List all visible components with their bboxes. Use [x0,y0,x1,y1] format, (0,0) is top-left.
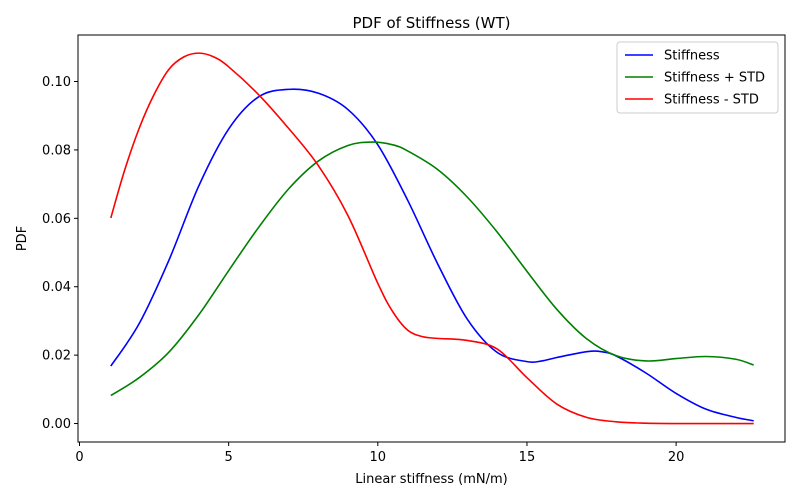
legend-label-3: Stiffness - STD [664,93,759,108]
series-lines [110,52,754,425]
y-axis-ticks: 0.00 0.02 0.04 0.06 0.08 0.10 [42,75,78,432]
legend-label-2: Stiffness + STD [664,71,765,86]
legend-box [616,41,779,114]
chart-title: PDF of Stiffness (WT) [353,14,511,32]
series-line-3 [110,52,754,425]
x-tick-label: 15 [519,450,536,465]
x-axis-ticks: 0 5 10 15 20 [75,442,684,465]
y-tick-label: 0.06 [42,212,71,227]
y-tick-label: 0.02 [42,349,71,364]
x-tick-label: 0 [75,450,83,465]
y-tick-label: 0.10 [42,75,71,90]
series-line-2 [110,141,754,397]
y-tick-label: 0.08 [42,143,71,158]
y-tick-label: 0.00 [42,417,71,432]
x-axis-title: Linear stiffness (mN/m) [355,472,507,487]
x-tick-label: 10 [370,450,387,465]
plot-frame [77,34,786,443]
legend-label-1: Stiffness [664,49,720,64]
series-line-1 [110,88,754,422]
y-axis-title: PDF [15,226,30,251]
x-tick-label: 20 [668,450,685,465]
legend: Stiffness Stiffness + STD Stiffness - STD [616,41,779,114]
x-tick-label: 5 [225,450,233,465]
y-tick-label: 0.04 [42,280,71,295]
